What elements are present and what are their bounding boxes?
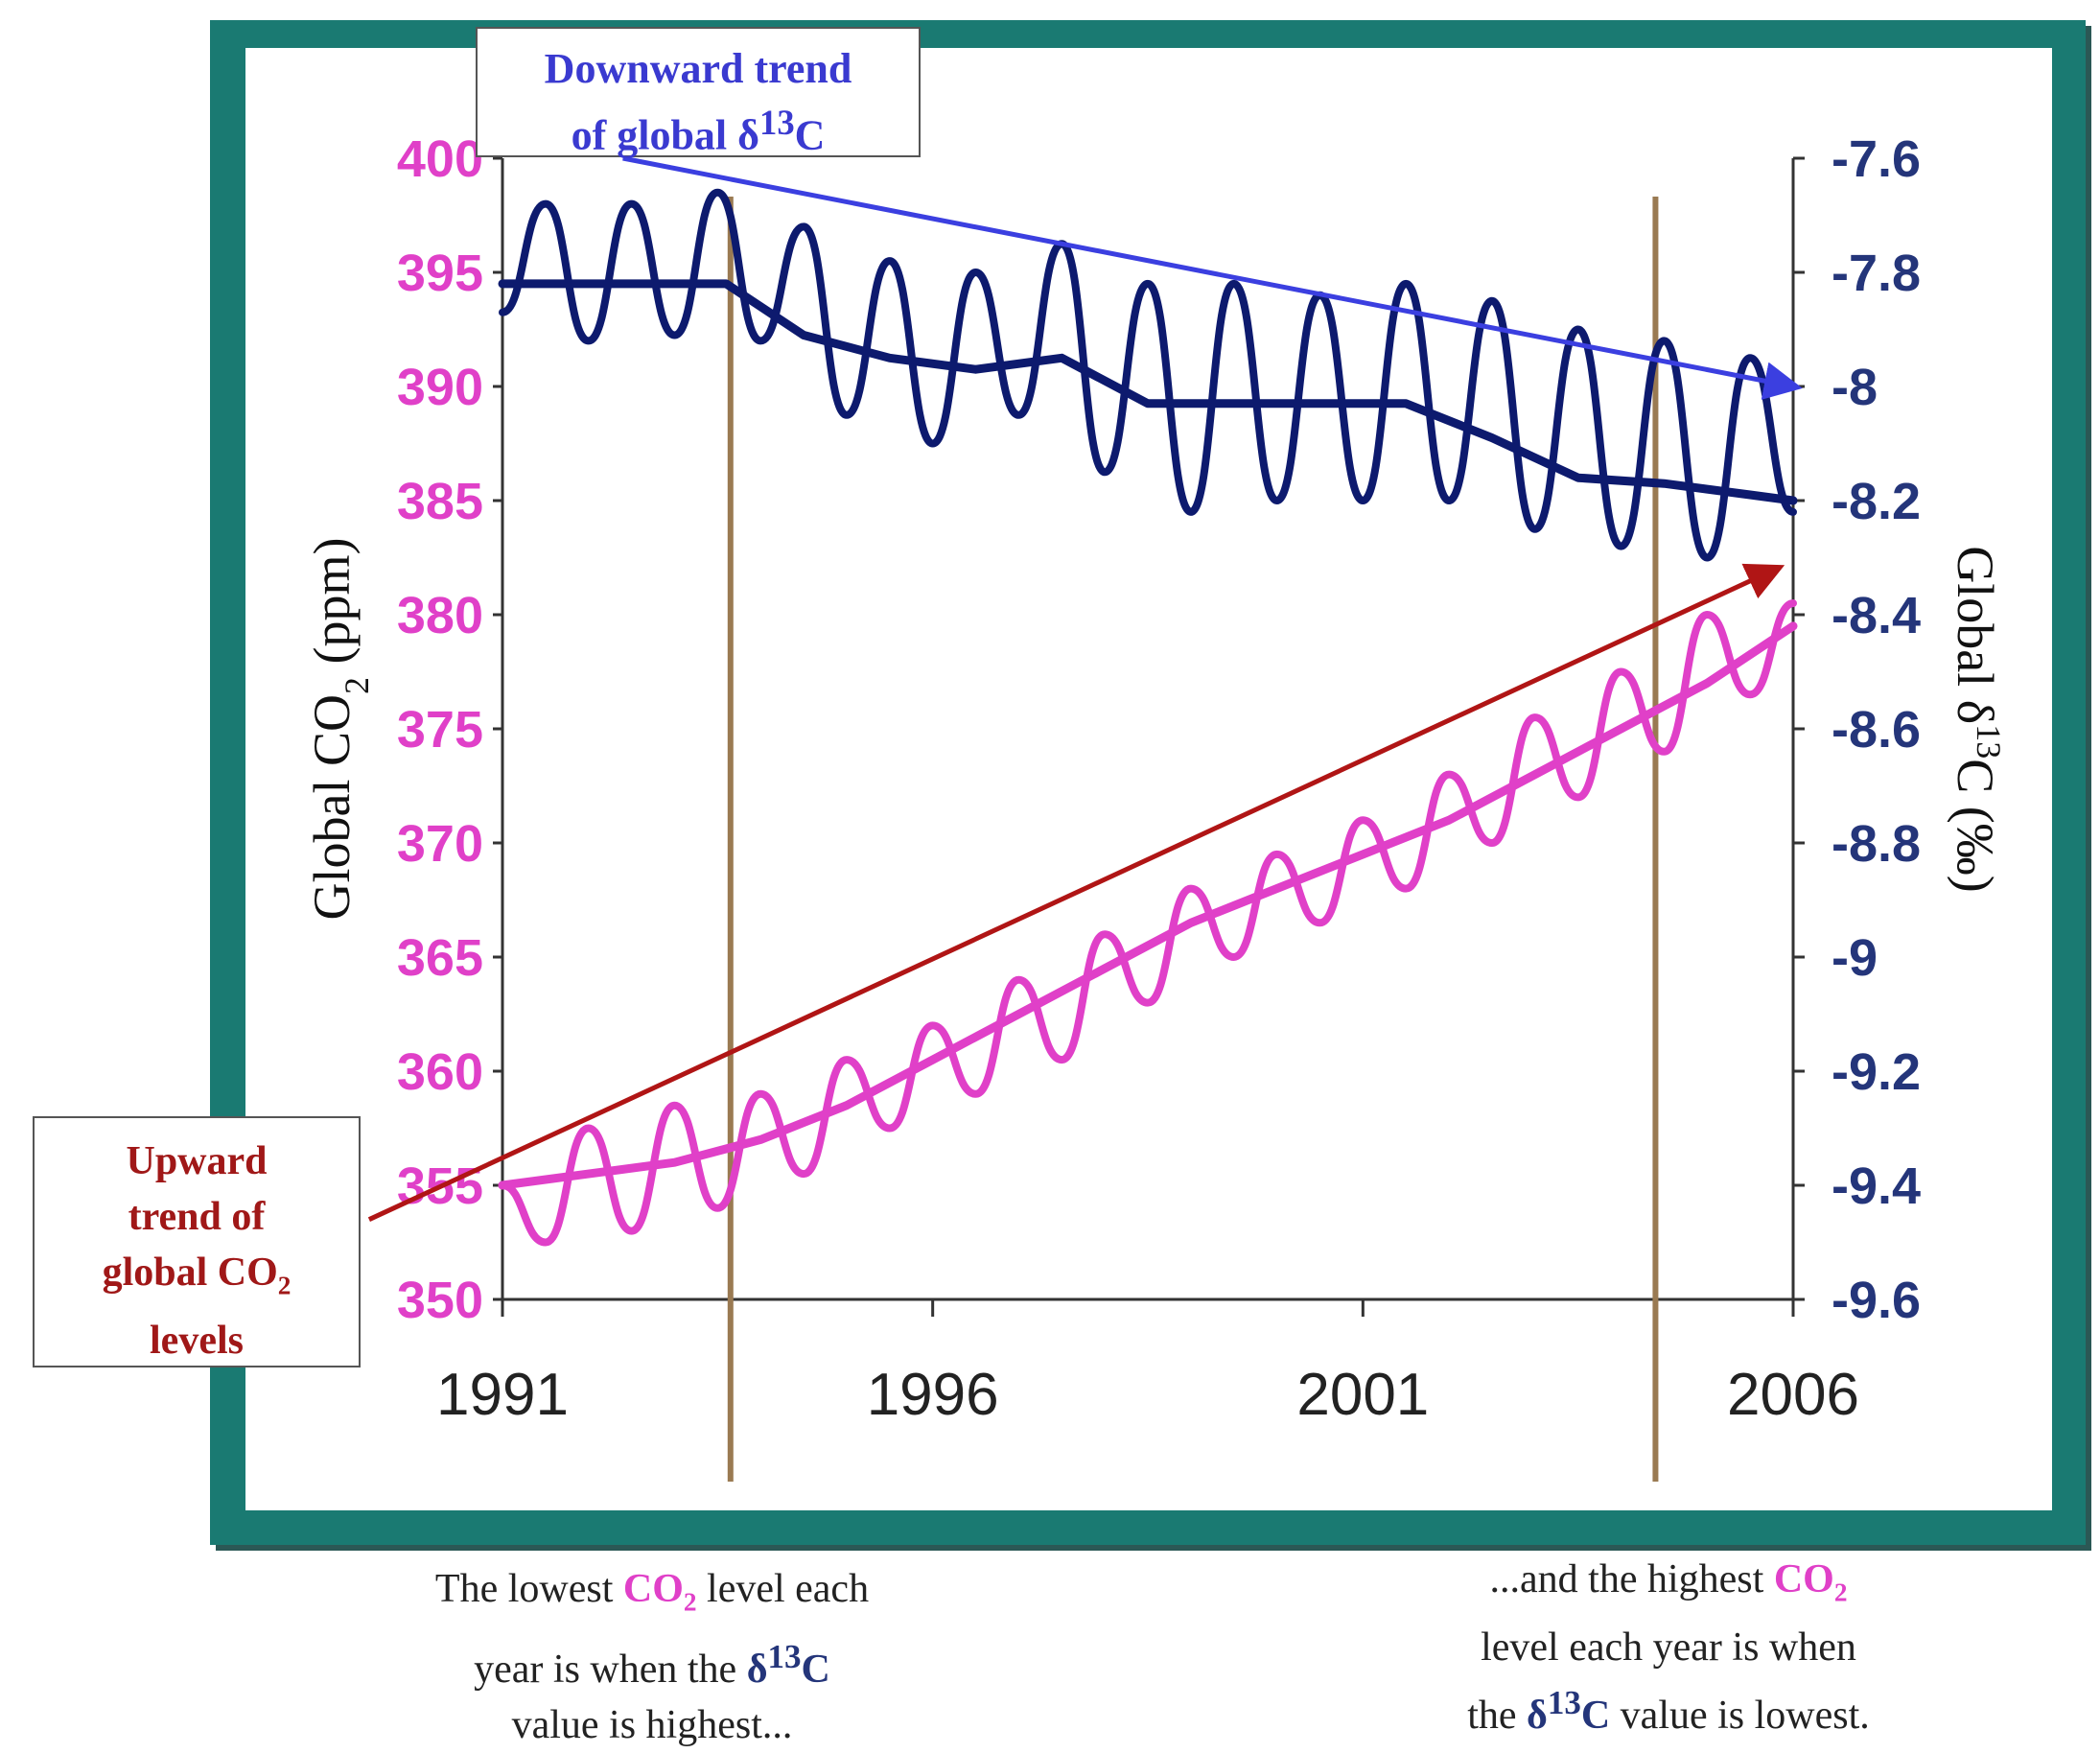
- d13c-trend-line: [498, 279, 1798, 505]
- left-tick-label: 385: [397, 473, 483, 530]
- upward-trend-callout: Upward trend of global CO2 levels: [33, 1116, 361, 1367]
- right-tick-label: -8.4: [1832, 587, 1921, 644]
- right-tick-label: -9.2: [1832, 1043, 1921, 1101]
- left-tick-label: 380: [397, 587, 483, 644]
- x-tick-label: 2001: [1296, 1362, 1429, 1428]
- co2-monthly-line: [499, 599, 1797, 1247]
- caption-right: ...and the highest CO2 level each year i…: [1381, 1552, 1956, 1743]
- left-tick-label: 395: [397, 245, 483, 302]
- downward-trend-arrow: [622, 155, 1803, 400]
- caption-right-delta-sup: 13: [1547, 1684, 1581, 1722]
- right-axis-title: Global δ13C (‰): [1947, 546, 2008, 892]
- callout-up-line2: trend of: [128, 1195, 266, 1239]
- caption-right-t4: value is lowest.: [1610, 1694, 1870, 1739]
- left-tick-label: 360: [397, 1043, 483, 1101]
- right-tick-label: -8.8: [1832, 815, 1921, 873]
- callout-up-line4: levels: [150, 1319, 244, 1364]
- callout-down-sup: 13: [758, 103, 795, 142]
- caption-left-t1: The lowest: [434, 1567, 623, 1611]
- caption-right-delta-c: C: [1580, 1694, 1611, 1739]
- d13c-monthly-line: [499, 188, 1797, 562]
- caption-left-delta: δ: [746, 1648, 768, 1693]
- left-tick-label: 350: [397, 1272, 483, 1329]
- callout-down-c: C: [794, 111, 826, 159]
- caption-left-t4: value is highest...: [511, 1703, 793, 1748]
- x-tick-label: 1996: [867, 1362, 999, 1428]
- right-tick-label: -9.4: [1832, 1157, 1921, 1215]
- left-tick-label: 390: [397, 359, 483, 416]
- callout-up-sub: 2: [277, 1271, 292, 1300]
- left-tick-label: 370: [397, 815, 483, 873]
- right-tick-label: -9: [1832, 929, 1878, 987]
- caption-left-co2-sub: 2: [683, 1587, 697, 1617]
- callout-up-line3: global CO: [102, 1250, 278, 1295]
- left-tick-label: 400: [397, 130, 483, 188]
- caption-left-delta-c: C: [801, 1648, 830, 1693]
- callout-down-line2: of global δ: [571, 111, 759, 159]
- right-tick-label: -8: [1832, 359, 1878, 416]
- right-tick-label: -8.6: [1832, 701, 1921, 759]
- callout-up-line1: Upward: [126, 1139, 268, 1183]
- x-tick-label: 1991: [436, 1362, 569, 1428]
- right-tick-label: -7.6: [1832, 130, 1921, 188]
- caption-right-co2-sub: 2: [1833, 1578, 1848, 1607]
- caption-right-t3: the: [1467, 1694, 1528, 1739]
- right-tick-label: -8.2: [1832, 473, 1921, 530]
- left-tick-label: 375: [397, 701, 483, 759]
- left-axis-title: Global CO2 (ppm): [303, 538, 376, 921]
- callout-down-line1: Downward trend: [544, 45, 852, 92]
- caption-left-delta-sup: 13: [767, 1638, 802, 1676]
- downward-trend-callout: Downward trend of global δ13C: [476, 27, 921, 159]
- caption-left-co2: CO: [622, 1567, 684, 1611]
- caption-left-t2: level each: [696, 1567, 870, 1611]
- upward-trend-arrow: [367, 563, 1785, 1222]
- caption-left-t3: year is when the: [474, 1648, 747, 1693]
- chart-panel: [245, 48, 2052, 1510]
- x-tick-label: 2006: [1727, 1362, 1859, 1428]
- caption-right-t1: ...and the highest: [1489, 1557, 1774, 1601]
- right-tick-label: -7.8: [1832, 245, 1921, 302]
- co2-trend-line: [498, 621, 1798, 1190]
- right-tick-label: -9.6: [1832, 1272, 1921, 1329]
- caption-left: The lowest CO2 level each year is when t…: [345, 1561, 959, 1753]
- caption-right-co2: CO: [1773, 1557, 1834, 1601]
- caption-right-delta: δ: [1527, 1694, 1548, 1739]
- caption-right-t2: level each year is when: [1481, 1625, 1856, 1671]
- left-tick-label: 365: [397, 929, 483, 987]
